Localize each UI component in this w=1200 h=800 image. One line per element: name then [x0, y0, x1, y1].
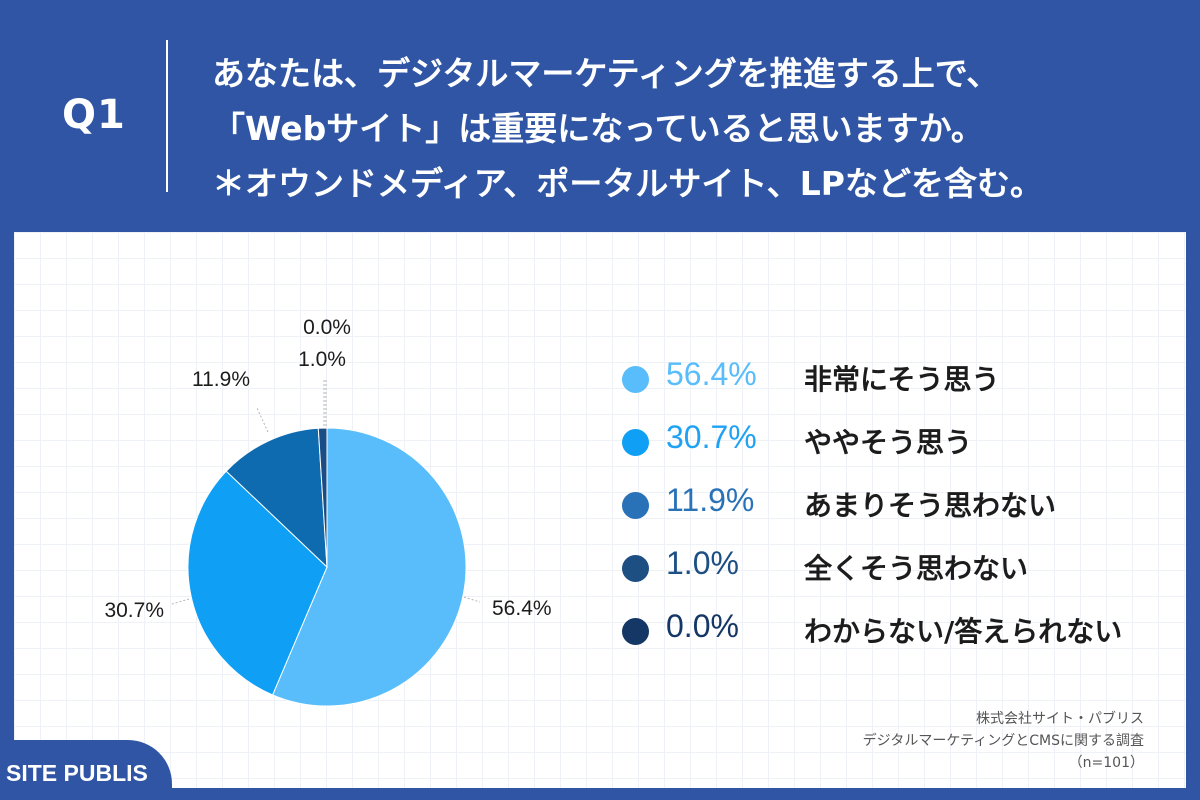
legend-dot — [622, 492, 649, 519]
legend-label: 非常にそう思う — [804, 363, 1000, 396]
legend-percent: 56.4% — [666, 356, 757, 392]
pie-chart: 56.4% 30.7% 11.9% 1.0% 0.0% — [104, 316, 552, 707]
header-divider — [166, 40, 168, 192]
source-sample-size: （n=101） — [1068, 755, 1144, 771]
legend-percent: 11.9% — [666, 482, 755, 518]
pie-leader-line — [256, 407, 269, 433]
source-note: 株式会社サイト・パブリス デジタルマーケティングとCMSに関する調査 （n=10… — [863, 708, 1144, 774]
legend-item: 11.9% あまりそう思わない — [622, 476, 1162, 539]
legend-item: 1.0% 全くそう思わない — [622, 539, 1162, 602]
legend-item: 30.7% ややそう思う — [622, 413, 1162, 476]
legend-label: あまりそう思わない — [804, 489, 1057, 522]
pie-data-label: 11.9% — [192, 368, 250, 391]
legend-label: わからない/答えられない — [804, 615, 1123, 648]
pie-slice — [317, 427, 328, 568]
logo-text: SITE PUBLIS — [6, 760, 148, 786]
pie-data-label: 56.4% — [492, 597, 552, 620]
question-header: Q1 あなたは、デジタルマーケティングを推進する上で、 「Webサイト」は重要に… — [0, 0, 1200, 232]
pie-data-label: 0.0% — [303, 316, 351, 339]
legend-item: 0.0% わからない/答えられない — [622, 602, 1162, 665]
legend-dot — [622, 618, 649, 645]
pie-leader-line — [171, 598, 190, 605]
question-line-1: あなたは、デジタルマーケティングを推進する上で、 — [212, 54, 1000, 93]
site-publis-logo: SITE PUBLIS — [0, 740, 172, 800]
question-text: あなたは、デジタルマーケティングを推進する上で、 「Webサイト」は重要になって… — [212, 46, 1172, 211]
question-number: Q1 — [62, 92, 126, 138]
source-company: 株式会社サイト・パブリス — [976, 711, 1144, 727]
source-survey: デジタルマーケティングとCMSに関する調査 — [862, 733, 1144, 749]
pie-leader-line — [463, 596, 481, 603]
pie-data-label: 30.7% — [104, 599, 164, 622]
pie-slice — [271, 427, 467, 707]
question-line-2: 「Webサイト」は重要になっていると思いますか。 — [212, 109, 984, 148]
chart-legend: 56.4% 非常にそう思う 30.7% ややそう思う 11.9% あまりそう思わ… — [622, 350, 1162, 665]
legend-percent: 1.0% — [666, 545, 739, 581]
legend-label: ややそう思う — [804, 426, 973, 459]
pie-slice — [225, 427, 328, 569]
pie-slice — [187, 470, 328, 696]
legend-dot — [622, 366, 649, 393]
legend-dot — [622, 429, 649, 456]
chart-panel: 56.4% 30.7% 11.9% 1.0% 0.0% 56.4% 非常にそう思う 30… — [14, 232, 1186, 788]
question-line-3: ＊オウンドメディア、ポータルサイト、LPなどを含む。 — [212, 164, 1043, 203]
pie-data-label: 1.0% — [298, 348, 346, 371]
legend-dot — [622, 555, 649, 582]
legend-label: 全くそう思わない — [804, 552, 1029, 585]
legend-item: 56.4% 非常にそう思う — [622, 350, 1162, 413]
legend-percent: 30.7% — [666, 419, 757, 455]
legend-percent: 0.0% — [666, 608, 739, 644]
